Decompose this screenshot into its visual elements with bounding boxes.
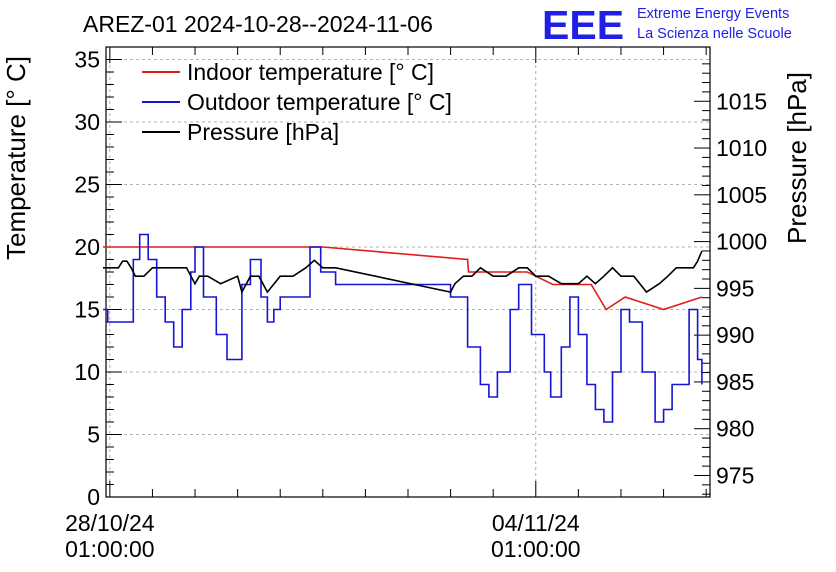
tick-label-right: 975 <box>716 462 754 488</box>
tick-label-left: 25 <box>74 172 100 198</box>
tick-label-left: 0 <box>87 484 100 510</box>
tick-label-right: 980 <box>716 416 754 442</box>
tick-label-left: 20 <box>74 234 100 260</box>
tick-label-right: 1000 <box>716 229 767 255</box>
legend-label-3: Pressure [hPa] <box>187 119 339 145</box>
tick-label-right: 1005 <box>716 182 767 208</box>
legend-label-1: Indoor temperature [° C] <box>187 59 434 85</box>
left-axis: 0 5 10 15 20 25 30 35 <box>74 47 122 510</box>
tick-label-left: 30 <box>74 109 100 135</box>
y-axis-right-label: Pressure [hPa] <box>782 72 812 244</box>
eee-logo-line2: La Scienza nelle Scuole <box>637 26 792 42</box>
tick-label-x-date: 28/10/24 <box>65 510 155 536</box>
series-line-3 <box>103 250 703 295</box>
tick-label-x-time: 01:00:00 <box>65 536 155 562</box>
legend-label-2: Outdoor temperature [° C] <box>187 89 452 115</box>
tick-label-x-date: 04/11/24 <box>492 510 580 536</box>
y-axis-left-label: Temperature [° C] <box>1 56 31 260</box>
tick-label-right: 990 <box>716 322 754 348</box>
eee-logo-line1: Extreme Energy Events <box>637 6 789 22</box>
legend: Indoor temperature [° C] Outdoor temperat… <box>142 59 452 145</box>
tick-label-left: 35 <box>74 47 100 73</box>
tick-label-left: 15 <box>74 297 100 323</box>
series-line-1 <box>103 246 703 311</box>
chart-title: AREZ-01 2024-10-28--2024-11-06 <box>83 11 433 37</box>
tick-label-left: 5 <box>87 422 100 448</box>
series-layer <box>103 233 703 423</box>
tick-label-right: 985 <box>716 369 754 395</box>
series-line-2 <box>103 233 703 423</box>
tick-label-right: 1010 <box>716 135 767 161</box>
right-axis: 975 980 985 990 995 1000 1005 1010 1015 <box>694 63 767 495</box>
tick-label-right: 1015 <box>716 88 767 114</box>
eee-logo-mark: EEE <box>542 2 624 48</box>
tick-label-right: 995 <box>716 275 754 301</box>
eee-logo: EEE Extreme Energy Events La Scienza nel… <box>542 2 792 48</box>
tick-label-x-time: 01:00:00 <box>491 536 581 562</box>
tick-label-left: 10 <box>74 359 100 385</box>
